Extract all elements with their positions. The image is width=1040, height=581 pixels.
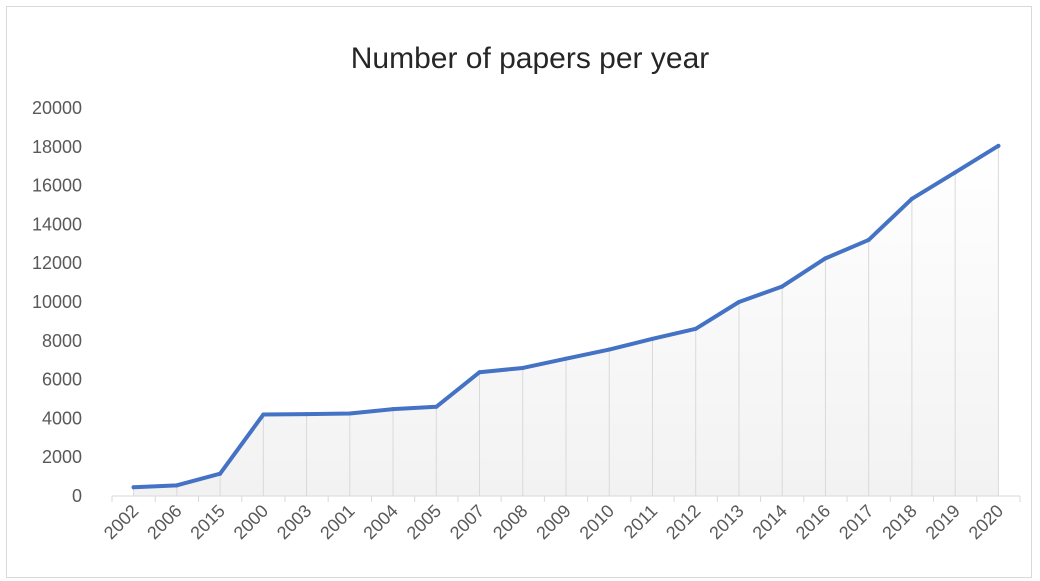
data-point-2003	[304, 412, 309, 417]
x-tick-label-2020: 2020	[965, 501, 1007, 543]
y-tick-label-14000: 14000	[32, 214, 82, 234]
x-tick-label-2014: 2014	[749, 501, 791, 543]
data-point-2011	[650, 336, 655, 341]
y-tick-label-10000: 10000	[32, 292, 82, 312]
x-tick-label-2000: 2000	[230, 501, 272, 543]
x-tick-label-2001: 2001	[316, 501, 358, 543]
data-point-2016	[823, 256, 828, 261]
y-tick-label-16000: 16000	[32, 176, 82, 196]
data-point-2014	[780, 284, 785, 289]
y-tick-label-0: 0	[72, 486, 82, 506]
x-tick-label-2013: 2013	[705, 501, 747, 543]
x-tick-label-2015: 2015	[186, 501, 228, 543]
y-tick-label-8000: 8000	[42, 331, 82, 351]
data-point-2000	[261, 412, 266, 417]
x-tick-label-2009: 2009	[532, 501, 574, 543]
data-point-2017	[866, 237, 871, 242]
x-tick-label-2006: 2006	[143, 501, 185, 543]
data-point-2007	[477, 370, 482, 375]
data-point-2018	[909, 196, 914, 201]
chart-title: Number of papers per year	[351, 42, 710, 75]
y-tick-label-18000: 18000	[32, 137, 82, 157]
x-tick-label-2010: 2010	[576, 501, 618, 543]
data-point-2009	[564, 356, 568, 361]
x-tick-label-2019: 2019	[922, 501, 964, 543]
x-tick-label-2003: 2003	[273, 501, 315, 543]
x-tick-label-2016: 2016	[792, 501, 834, 543]
plot-area: 0 2000 4000 6000 8000 10000 12000 14000 16000 180…	[32, 98, 1021, 543]
data-point-2005	[434, 404, 439, 409]
data-point-2020	[996, 143, 1001, 148]
y-tick-label-6000: 6000	[42, 370, 82, 390]
data-point-2012	[693, 326, 698, 331]
data-point-2008	[520, 365, 525, 370]
x-tick-label-2012: 2012	[662, 501, 704, 543]
data-point-2004	[391, 407, 396, 412]
x-tick-label-2011: 2011	[620, 501, 662, 543]
data-point-2019	[953, 170, 958, 175]
data-point-2015	[218, 471, 223, 476]
x-tick-label-2007: 2007	[446, 501, 488, 543]
y-tick-label-20000: 20000	[32, 98, 82, 118]
data-point-2001	[347, 411, 352, 416]
x-tick-label-2018: 2018	[878, 501, 920, 543]
data-point-2013	[736, 300, 741, 304]
data-point-2010	[607, 347, 612, 352]
x-tick-label-2017: 2017	[835, 501, 877, 543]
x-tick-label-2002: 2002	[100, 501, 142, 543]
data-point-2002	[131, 485, 136, 490]
y-tick-label-2000: 2000	[42, 447, 82, 467]
x-tick-label-2005: 2005	[403, 501, 445, 543]
y-tick-label-12000: 12000	[32, 253, 82, 273]
x-tick-label-2004: 2004	[359, 501, 401, 543]
data-point-2006	[174, 483, 179, 488]
x-tick-label-2008: 2008	[489, 501, 531, 543]
y-tick-label-4000: 4000	[42, 408, 82, 428]
